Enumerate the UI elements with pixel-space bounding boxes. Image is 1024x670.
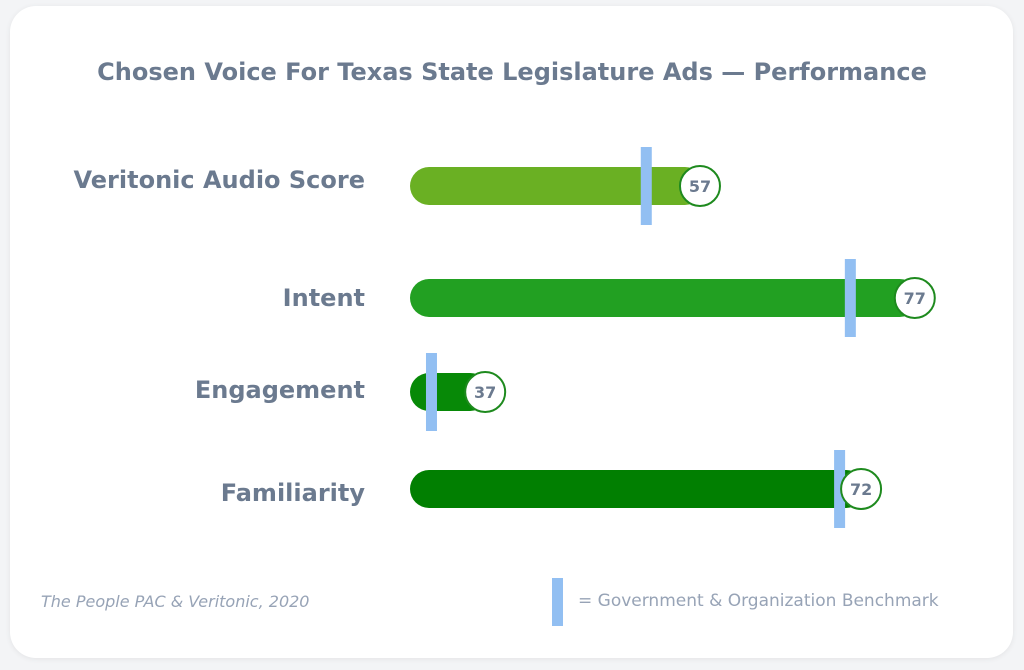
- value-badge-familiarity: [840, 468, 883, 510]
- category-label-engagement: Engagement: [194, 376, 365, 404]
- bar-intent: [410, 279, 919, 317]
- value-label-intent: 77: [904, 289, 926, 308]
- bar-familiarity: [410, 470, 866, 508]
- value-badge-intent: [893, 277, 936, 319]
- category-label-veritonic-audio-score: Veritonic Audio Score: [73, 166, 365, 194]
- benchmark-intent: [844, 259, 856, 337]
- bar-veritonic-audio-score: [410, 167, 704, 205]
- benchmark-veritonic-audio-score: [640, 147, 652, 225]
- benchmark-engagement: [425, 353, 437, 431]
- value-label-engagement: 37: [474, 383, 496, 402]
- value-badge-engagement: [464, 371, 507, 413]
- legend-benchmark-marker: [552, 578, 563, 626]
- source-note: The People PAC & Veritonic, 2020: [41, 592, 310, 611]
- chart-title: Chosen Voice For Texas State Legislature…: [97, 58, 927, 86]
- value-label-familiarity: 72: [850, 480, 872, 499]
- benchmark-familiarity: [834, 450, 846, 528]
- category-label-familiarity: Familiarity: [220, 479, 365, 507]
- category-label-intent: Intent: [282, 284, 365, 312]
- legend-benchmark-label: = Government & Organization Benchmark: [578, 591, 939, 611]
- value-badge-veritonic-audio-score: [678, 165, 721, 207]
- value-label-veritonic-audio-score: 57: [689, 177, 711, 196]
